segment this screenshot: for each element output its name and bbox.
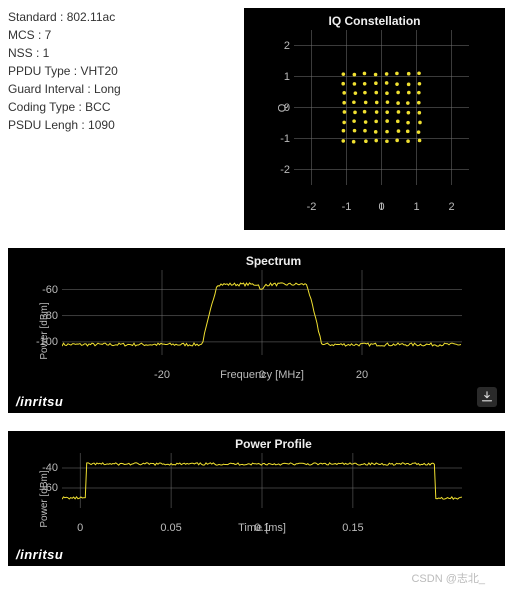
spectrum-chart: Spectrum Power [dBm] -100-80-60 -20020 F… <box>8 248 505 413</box>
power-title: Power Profile <box>62 437 485 451</box>
power-ylabel: Power [dBm] <box>39 470 50 527</box>
power-plot-area: -60-40 <box>62 453 462 508</box>
param-row: MCS : 7 <box>8 26 213 44</box>
iq-constellation-chart: IQ Constellation Q -2-1012 -2-1012 I <box>244 8 505 230</box>
param-row: NSS : 1 <box>8 44 213 62</box>
iq-title: IQ Constellation <box>254 14 495 28</box>
spectrum-plot-area: -100-80-60 <box>62 270 462 355</box>
param-row: Coding Type : BCC <box>8 98 213 116</box>
param-row: Standard : 802.11ac <box>8 8 213 26</box>
power-profile-chart: Power Profile Power [dBm] -60-40 00.050.… <box>8 431 505 566</box>
download-icon[interactable] <box>477 387 497 407</box>
watermark: CSDN @志北_ <box>8 570 505 586</box>
signal-parameters: Standard : 802.11acMCS : 7NSS : 1PPDU Ty… <box>8 8 213 134</box>
brand-logo: /inritsu <box>16 394 63 409</box>
param-row: PSDU Lengh : 1090 <box>8 116 213 134</box>
iq-plot-area: Q -2-1012 <box>294 30 469 185</box>
param-row: Guard Interval : Long <box>8 80 213 98</box>
spectrum-title: Spectrum <box>62 254 485 268</box>
param-row: PPDU Type : VHT20 <box>8 62 213 80</box>
